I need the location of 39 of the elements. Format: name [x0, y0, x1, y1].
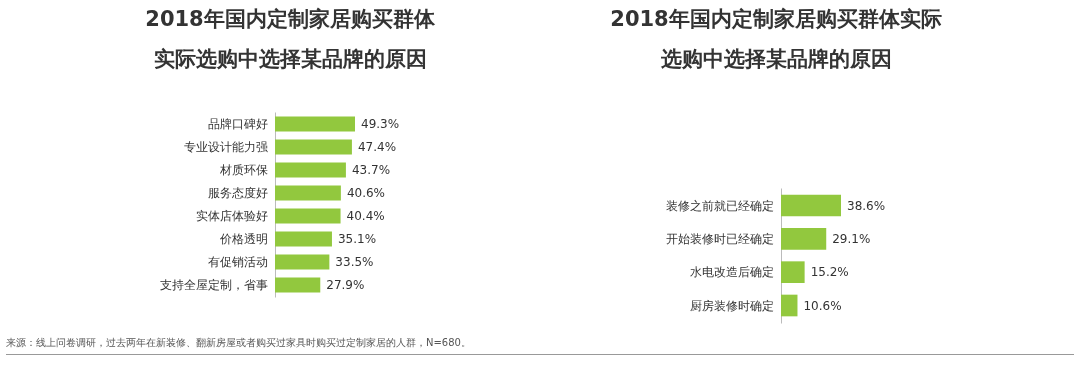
data-label: 43.7%: [351, 163, 391, 178]
bar: [275, 185, 341, 201]
data-label: 29.1%: [832, 231, 871, 246]
bar: [275, 139, 352, 155]
bar: [275, 231, 332, 247]
y-tick-label: 水电改造后确定: [689, 265, 774, 280]
bar: [781, 261, 805, 283]
bar: [275, 208, 341, 224]
y-tick-label: 价格透明: [218, 231, 268, 246]
data-label: 40.4%: [346, 208, 385, 223]
data-label: 38.6%: [847, 198, 886, 213]
data-label: 40.6%: [346, 186, 386, 201]
y-tick-label: 有促销活动: [207, 254, 268, 269]
chart-title: 2018年国内定制家居购买群体实际选购中选择某品牌的原因: [145, 7, 436, 71]
y-tick-label: 开始装修时已经确定: [665, 231, 774, 246]
bar: [275, 116, 355, 132]
chart-title: 2018年国内定制家居购买群体实际选购中选择某品牌的原因: [610, 7, 942, 71]
data-label: 10.6%: [803, 298, 842, 313]
data-label: 47.4%: [357, 140, 397, 155]
bar: [275, 162, 346, 178]
y-tick-label: 服务态度好: [207, 186, 268, 201]
data-label: 35.1%: [337, 231, 377, 246]
y-tick-label: 支持全屋定制，省事: [159, 277, 268, 292]
bar: [275, 254, 330, 270]
y-tick-label: 实体店体验好: [195, 208, 268, 223]
bar: [781, 294, 798, 317]
y-tick-label: 专业设计能力强: [183, 140, 268, 155]
bar: [781, 194, 841, 217]
y-tick-label: 品牌口碑好: [207, 117, 268, 132]
bar: [275, 277, 321, 293]
data-label: 15.2%: [810, 265, 849, 280]
y-tick-label: 厨房装修时确定: [689, 298, 774, 313]
y-tick-label: 材质环保: [218, 163, 268, 178]
y-tick-label: 装修之前就已经确定: [665, 198, 774, 213]
data-label: 33.5%: [335, 254, 374, 269]
bar: [781, 228, 827, 250]
data-label: 49.3%: [361, 117, 400, 132]
source-note: 来源：线上问卷调研，过去两年在新装修、翻新房屋或者购买过家具时购买过定制家居的人群，N=680。: [6, 336, 471, 350]
data-label: 27.9%: [326, 277, 365, 292]
